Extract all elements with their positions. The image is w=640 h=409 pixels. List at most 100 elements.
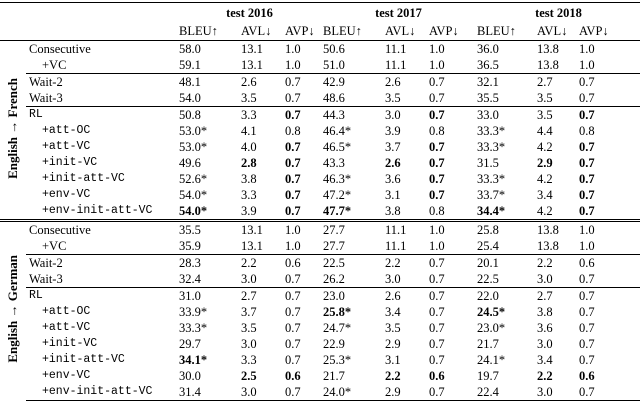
metric-value: 46.4* <box>323 124 352 138</box>
method-name: Wait-2 <box>26 73 176 90</box>
metric-value: 0.6 <box>576 254 640 271</box>
metric-value: 3.4 <box>537 353 553 367</box>
method-name: RL <box>26 106 176 123</box>
metric-value: 35.5 <box>477 91 499 105</box>
table-row: +env-VC 30.0 2.5 0.6 21.7 2.2 0.6 19.7 2.2 0.6 <box>0 368 640 384</box>
metric-value: 13.1 <box>241 58 263 72</box>
metric-value: 26.2 <box>323 272 345 286</box>
metric-value: 32.1 <box>474 73 534 90</box>
metric-value: 23.0* <box>477 321 506 335</box>
metric-value: 22.9 <box>323 337 345 351</box>
metric-value: 35.9 <box>179 239 201 253</box>
metric-value: 2.6 <box>238 73 282 90</box>
metric-value: 23.0 <box>320 287 382 304</box>
metric-value: 3.6 <box>537 321 553 335</box>
table-row: +att-VC 53.0* 4.0 0.7 46.5* 3.7 0.7 33.3* 4.2 0.7 <box>0 139 640 155</box>
metric-value: 2.8 <box>241 156 257 170</box>
metric-value: 33.3* <box>477 124 506 138</box>
method-name: Consecutive <box>26 219 176 238</box>
metric-value: 35.5 <box>176 219 238 238</box>
metric-value: 0.7 <box>429 321 445 335</box>
method-name: +env-init-att-VC <box>26 384 176 401</box>
metric-header: BLEU↑ <box>320 22 382 41</box>
metric-value: 13.8 <box>534 219 576 238</box>
metric-value: 52.6* <box>179 172 208 186</box>
metric-value: 24.0* <box>320 384 382 401</box>
metric-value: 1.0 <box>429 42 445 56</box>
method-name: +VC <box>42 239 67 253</box>
metric-value: 0.7 <box>576 106 640 123</box>
metric-value: 0.7 <box>579 337 595 351</box>
metric-value: 4.0 <box>241 140 257 154</box>
metric-value: 2.7 <box>534 73 576 90</box>
metric-value: 46.5* <box>323 140 352 154</box>
table-row: RL 50.8 3.3 0.7 44.3 3.0 0.7 33.0 3.5 0.7 <box>0 106 640 123</box>
group-header: test 2018 <box>474 2 640 22</box>
metric-value: 42.9 <box>320 73 382 90</box>
metric-value: 2.6 <box>385 156 401 170</box>
metric-value: 22.5 <box>477 272 499 286</box>
metric-value: 0.7 <box>429 353 445 367</box>
subheader-row: BLEU↑ AVL↓ AVP↓ BLEU↑ AVL↓ AVP↓ BLEU↑ AVL↓ AVP↓ <box>0 22 640 41</box>
metric-value: 0.7 <box>429 337 445 351</box>
metric-value: 3.7 <box>241 305 257 319</box>
metric-value: 54.0* <box>179 188 208 202</box>
method-name: +env-init-att-VC <box>42 204 153 217</box>
metric-value: 0.7 <box>576 287 640 304</box>
metric-value: 3.0 <box>241 337 257 351</box>
metric-value: 13.1 <box>241 42 263 56</box>
metric-value: 3.5 <box>241 321 257 335</box>
metric-value: 0.7 <box>579 204 595 218</box>
method-name: +env-VC <box>42 188 91 201</box>
metric-value: 33.3* <box>179 321 208 335</box>
results-table: test 2016 test 2017 test 2018 BLEU↑ AVL↓ AVP↓… <box>0 2 640 401</box>
metric-value: 0.7 <box>579 321 595 335</box>
metric-value: 1.0 <box>282 219 320 238</box>
metric-value: 24.5* <box>477 305 506 319</box>
metric-value: 3.6 <box>385 172 401 186</box>
metric-value: 3.8 <box>537 305 553 319</box>
metric-value: 0.8 <box>579 124 595 138</box>
section-label-cell: English → French <box>0 41 26 221</box>
metric-value: 2.2 <box>382 254 426 271</box>
metric-value: 2.6 <box>382 287 426 304</box>
metric-value: 3.5 <box>385 321 401 335</box>
metric-value: 11.1 <box>385 239 407 253</box>
method-name: +VC <box>42 58 67 72</box>
metric-value: 58.0 <box>179 42 201 56</box>
metric-value: 0.7 <box>285 140 301 154</box>
metric-value: 33.7* <box>477 188 506 202</box>
metric-value: 1.0 <box>285 239 301 253</box>
section-label: English → French <box>5 77 20 179</box>
metric-value: 19.7 <box>477 369 499 383</box>
metric-value: 0.7 <box>579 156 595 170</box>
metric-value: 33.9* <box>179 305 208 319</box>
metric-value: 0.8 <box>285 124 301 138</box>
section-label: English → German <box>5 255 20 364</box>
metric-value: 0.7 <box>579 172 595 186</box>
metric-value: 59.1 <box>179 58 201 72</box>
metric-value: 0.7 <box>579 353 595 367</box>
table-row: +init-att-VC 52.6* 3.8 0.7 46.3* 3.6 0.7 33.3* 4… <box>0 171 640 187</box>
metric-value: 0.7 <box>429 272 445 286</box>
metric-value: 13.8 <box>537 239 559 253</box>
table-row: +env-init-att-VC 31.4 3.0 0.7 24.0* 2.9 0.7 22.… <box>0 384 640 401</box>
table-row: Wait-3 54.0 3.5 0.7 48.6 3.5 0.7 35.5 3.5 0.7 <box>0 90 640 107</box>
metric-value: 0.7 <box>285 337 301 351</box>
metric-value: 2.6 <box>382 73 426 90</box>
metric-value: 47.2* <box>323 188 352 202</box>
metric-value: 3.0 <box>537 337 553 351</box>
metric-value: 0.7 <box>282 106 320 123</box>
metric-value: 0.8 <box>429 124 445 138</box>
metric-value: 3.0 <box>385 272 401 286</box>
metric-value: 0.7 <box>282 384 320 401</box>
method-name: Wait-3 <box>29 272 63 286</box>
metric-value: 53.0* <box>179 124 208 138</box>
metric-value: 4.2 <box>537 204 553 218</box>
metric-value: 4.4 <box>537 124 553 138</box>
metric-value: 13.1 <box>241 239 263 253</box>
method-name: +att-OC <box>42 305 91 318</box>
metric-value: 54.0* <box>179 204 208 218</box>
metric-value: 2.5 <box>241 369 257 383</box>
metric-value: 48.6 <box>323 91 345 105</box>
